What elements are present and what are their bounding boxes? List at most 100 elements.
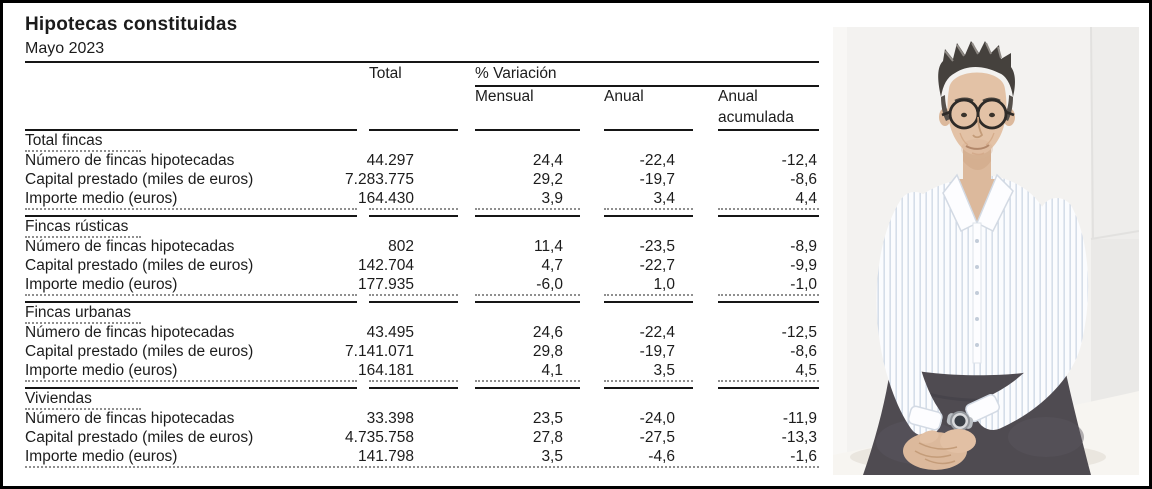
man-portrait-illustration xyxy=(833,27,1139,475)
row-label: Importe medio (euros) xyxy=(25,448,178,465)
cell-anual: -4,6 xyxy=(648,448,675,465)
table-row: Importe medio (euros) 177.935 -6,0 1,0 -… xyxy=(25,275,819,294)
header-spacer xyxy=(25,64,369,87)
cell-total: 164.181 xyxy=(357,362,414,379)
table-rule-dotted-full xyxy=(25,466,819,468)
cell-anual: 1,0 xyxy=(653,276,675,293)
cell-mensual: -6,0 xyxy=(536,276,563,293)
cell-mensual: 24,6 xyxy=(532,324,563,341)
cell-total: 33.398 xyxy=(366,410,414,427)
cell-mensual: 11,4 xyxy=(533,238,563,255)
table-rule-solid xyxy=(25,215,819,217)
table-row: Número de fincas hipotecadas 33.398 23,5… xyxy=(25,409,819,428)
table-rule-solid xyxy=(25,129,819,131)
col-header-anual-acumulada: acumulada xyxy=(718,109,794,126)
cell-anual: 3,5 xyxy=(653,362,675,379)
section-title-fincas-rusticas: Fincas rústicas xyxy=(25,218,819,238)
table-row: Capital prestado (miles de euros) 4.735.… xyxy=(25,428,819,447)
section-title-fincas-urbanas: Fincas urbanas xyxy=(25,304,819,324)
col-header-anual-acumulada: Anual xyxy=(718,88,758,105)
cell-acumulada: -9,9 xyxy=(790,257,817,274)
cell-anual: -22,4 xyxy=(639,152,675,169)
portrait-photo xyxy=(833,27,1139,475)
table-row: Capital prestado (miles de euros) 7.141.… xyxy=(25,342,819,361)
cell-acumulada: -8,9 xyxy=(790,238,817,255)
table-row: Capital prestado (miles de euros) 7.283.… xyxy=(25,170,819,189)
cell-total: 7.141.071 xyxy=(345,343,414,360)
cell-mensual: 27,8 xyxy=(532,429,563,446)
cell-total: 142.704 xyxy=(357,257,414,274)
table-rule-dotted xyxy=(25,380,819,382)
table-row: Importe medio (euros) 164.430 3,9 3,4 4,… xyxy=(25,189,819,208)
cell-acumulada: -1,0 xyxy=(790,276,817,293)
header-row-3: acumulada xyxy=(25,108,819,129)
page-title: Hipotecas constituidas xyxy=(25,14,238,35)
cell-total: 141.798 xyxy=(357,448,414,465)
row-label: Número de fincas hipotecadas xyxy=(25,152,235,169)
cell-acumulada: -8,6 xyxy=(790,171,817,188)
table-rule-solid xyxy=(25,387,819,389)
cell-mensual: 4,7 xyxy=(541,257,563,274)
row-label: Importe medio (euros) xyxy=(25,190,178,207)
col-header-mensual: Mensual xyxy=(475,88,534,105)
table-row: Importe medio (euros) 164.181 4,1 3,5 4,… xyxy=(25,361,819,380)
table-row: Número de fincas hipotecadas 44.297 24,4… xyxy=(25,151,819,170)
header-row-2: Mensual Anual Anual xyxy=(25,87,819,108)
cell-acumulada: -1,6 xyxy=(790,448,817,465)
cell-acumulada: -13,3 xyxy=(781,429,817,446)
row-label: Importe medio (euros) xyxy=(25,276,178,293)
cell-anual: -22,4 xyxy=(639,324,675,341)
cell-anual: 3,4 xyxy=(653,190,675,207)
row-label: Número de fincas hipotecadas xyxy=(25,238,235,255)
cell-acumulada: 4,5 xyxy=(795,362,817,379)
cell-total: 177.935 xyxy=(357,276,414,293)
row-label: Importe medio (euros) xyxy=(25,362,178,379)
col-header-variacion: % Variación xyxy=(475,64,819,87)
table-row: Número de fincas hipotecadas 802 11,4 -2… xyxy=(25,237,819,256)
cell-total: 164.430 xyxy=(357,190,414,207)
header-spacer xyxy=(25,108,718,129)
col-header-anual: Anual xyxy=(604,88,644,105)
cell-acumulada: -11,9 xyxy=(782,410,817,427)
cell-mensual: 24,4 xyxy=(532,152,563,169)
section-title-total-fincas: Total fincas xyxy=(25,132,819,152)
cell-acumulada: 4,4 xyxy=(795,190,817,207)
table-row: Capital prestado (miles de euros) 142.70… xyxy=(25,256,819,275)
section-title-viviendas: Viviendas xyxy=(25,390,819,410)
table-row: Importe medio (euros) 141.798 3,5 -4,6 -… xyxy=(25,447,819,466)
cell-total: 44.297 xyxy=(366,152,414,169)
cell-mensual: 29,8 xyxy=(532,343,563,360)
cell-anual: -22,7 xyxy=(639,257,675,274)
header-spacer xyxy=(25,87,475,108)
cell-anual: -27,5 xyxy=(639,429,675,446)
cell-anual: -24,0 xyxy=(639,410,675,427)
cell-mensual: 3,9 xyxy=(541,190,563,207)
table-rule-dotted xyxy=(25,294,819,296)
cell-total: 7.283.775 xyxy=(345,171,414,188)
cell-mensual: 4,1 xyxy=(541,362,563,379)
header-row-1: Total % Variación xyxy=(25,64,819,87)
col-header-total: Total xyxy=(369,65,402,82)
cell-anual: -23,5 xyxy=(639,238,675,255)
table-row: Número de fincas hipotecadas 43.495 24,6… xyxy=(25,323,819,342)
row-label: Capital prestado (miles de euros) xyxy=(25,171,254,188)
cell-total: 43.495 xyxy=(366,324,414,341)
cell-acumulada: -8,6 xyxy=(790,343,817,360)
cell-mensual: 23,5 xyxy=(532,410,563,427)
row-label: Capital prestado (miles de euros) xyxy=(25,257,254,274)
cell-acumulada: -12,5 xyxy=(781,324,817,341)
report-period: Mayo 2023 xyxy=(25,37,819,63)
row-label: Número de fincas hipotecadas xyxy=(25,410,235,427)
table-rule-solid xyxy=(25,301,819,303)
table-rule-dotted xyxy=(25,208,819,210)
row-label: Número de fincas hipotecadas xyxy=(25,324,235,341)
row-label: Capital prestado (miles de euros) xyxy=(25,429,254,446)
cell-anual: -19,7 xyxy=(639,171,675,188)
cell-mensual: 3,5 xyxy=(541,448,563,465)
row-label: Capital prestado (miles de euros) xyxy=(25,343,254,360)
mortgages-table: Hipotecas constituidas Mayo 2023 Total %… xyxy=(25,13,819,468)
cell-total: 802 xyxy=(388,238,414,255)
cell-total: 4.735.758 xyxy=(345,429,414,446)
cell-mensual: 29,2 xyxy=(532,171,563,188)
